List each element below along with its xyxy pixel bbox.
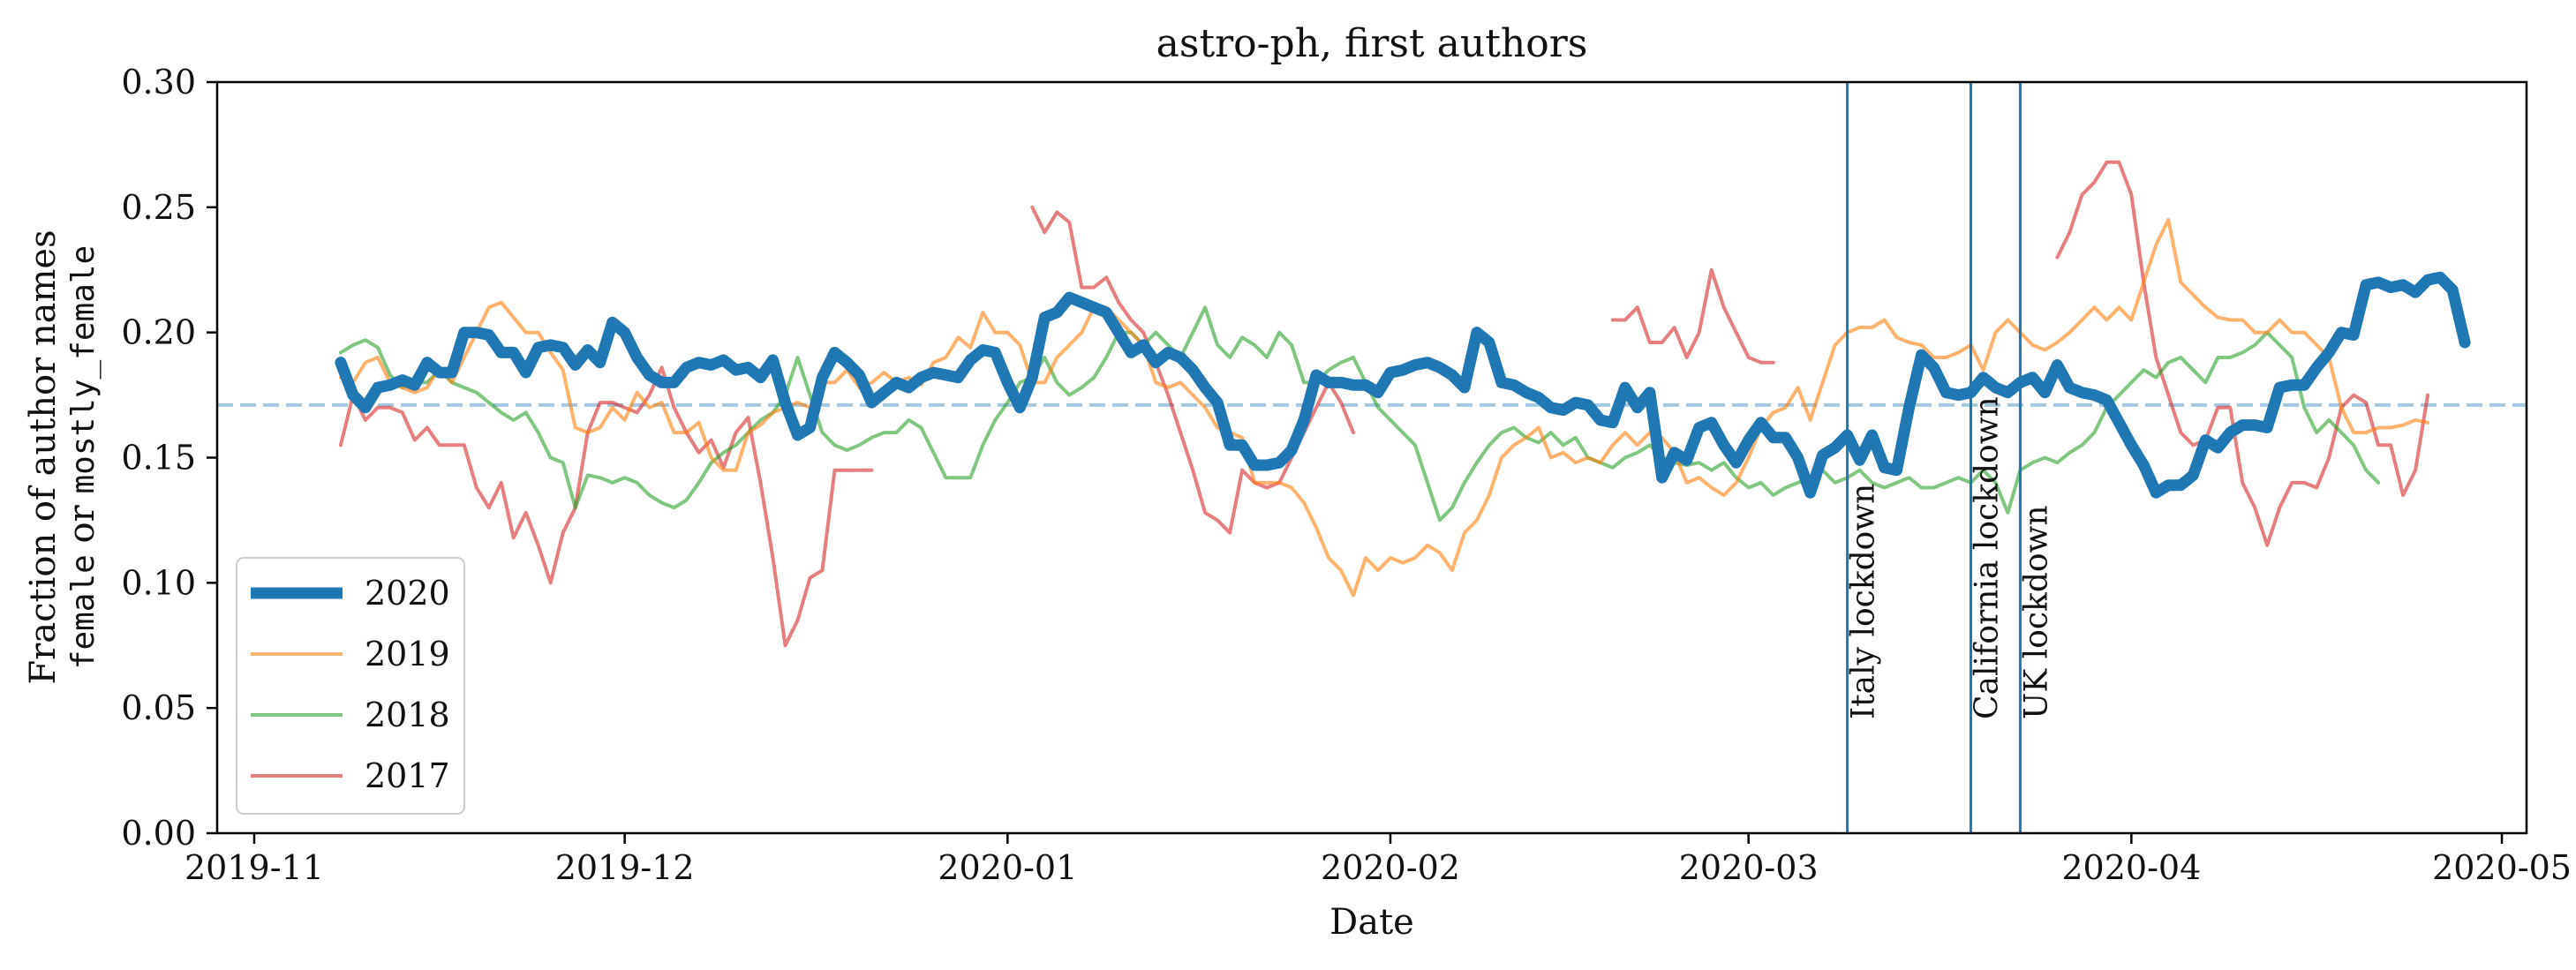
series-line-2017-0 xyxy=(338,365,874,648)
annotation-label-2: UK lockdown xyxy=(2018,505,2054,719)
y-axis-label-or: or xyxy=(62,494,102,555)
legend-box xyxy=(236,557,465,815)
annotation-label-1: California lockdown xyxy=(1969,396,2005,719)
series-line-2020-0 xyxy=(335,271,2471,499)
y-axis-label-mostly-female: mostly_female xyxy=(65,245,102,494)
legend-label-2017: 2017 xyxy=(365,756,450,795)
legend: 2020 2019 2018 2017 xyxy=(236,557,465,815)
y-tick-label-3: 0.15 xyxy=(121,439,196,477)
lockdown-annotations: Italy lockdown California lockdown UK lock… xyxy=(1846,82,2054,833)
legend-label-2019: 2019 xyxy=(365,635,450,673)
series-line-2017-2 xyxy=(1610,267,1775,365)
y-axis: 0.00 0.05 0.10 0.15 0.20 0.25 0.30 xyxy=(121,63,217,853)
y-tick-label-0: 0.00 xyxy=(121,814,196,853)
series-line-2019-0 xyxy=(338,218,2430,598)
axes-frame xyxy=(215,80,2528,835)
x-tick-label-4: 2020-03 xyxy=(1679,848,1819,887)
x-tick-label-5: 2020-04 xyxy=(2061,848,2201,887)
y-axis-label-line-1: Fraction of author names xyxy=(23,229,64,684)
y-axis-label-line-2: female or mostly_female xyxy=(62,245,102,669)
series-line-2018-0 xyxy=(338,305,2381,523)
legend-label-2018: 2018 xyxy=(365,696,450,734)
x-axis-label: Date xyxy=(1329,902,1414,943)
y-tick-label-1: 0.05 xyxy=(121,688,196,727)
x-tick-label-1: 2019-12 xyxy=(555,848,695,887)
x-tick-label-6: 2020-05 xyxy=(2432,848,2572,887)
plot-data xyxy=(217,160,2527,648)
x-tick-label-3: 2020-02 xyxy=(1321,848,1460,887)
y-tick-label-5: 0.25 xyxy=(121,188,196,227)
y-tick-label-2: 0.10 xyxy=(121,563,196,602)
y-axis-label-female: female xyxy=(65,554,102,669)
y-tick-label-4: 0.20 xyxy=(121,313,196,352)
x-tick-label-2: 2020-01 xyxy=(938,848,1077,887)
y-tick-label-6: 0.30 xyxy=(121,63,196,102)
annotation-label-0: Italy lockdown xyxy=(1846,484,1882,719)
series-line-2017-3 xyxy=(2055,160,2430,547)
x-tick-label-0: 2019-11 xyxy=(185,848,324,887)
x-axis: 2019-11 2019-12 2020-01 2020-02 2020-03 2020-… xyxy=(185,833,2572,887)
y-axis-label: Fraction of author names female or mostl… xyxy=(23,229,102,684)
legend-label-2020: 2020 xyxy=(365,574,450,613)
chart-title: astro-ph, first authors xyxy=(1156,21,1588,66)
